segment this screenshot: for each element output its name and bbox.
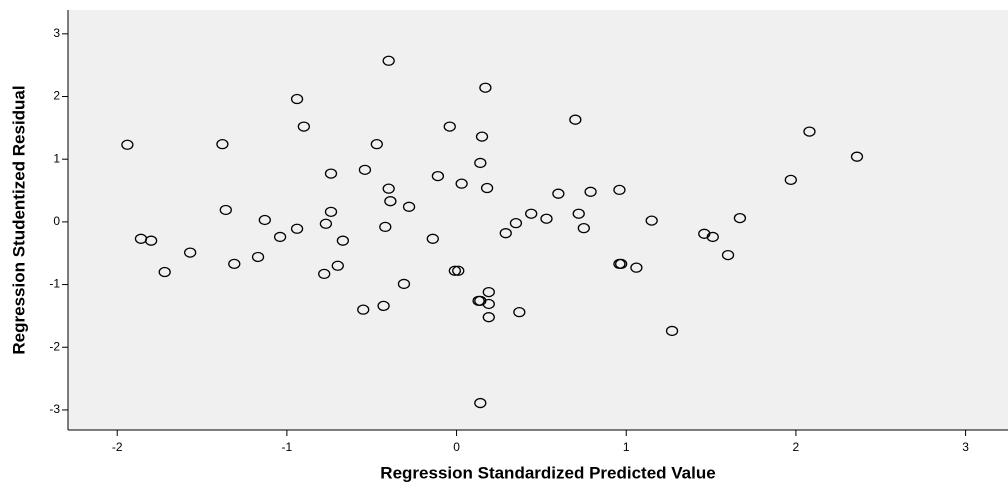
y-tick-label: -1 [49,277,60,291]
x-tick-label: -1 [282,440,293,454]
x-tick-label: 3 [962,440,969,454]
y-tick-label: 0 [53,214,60,228]
y-tick-label: 2 [53,89,60,103]
y-tick-label: -3 [49,402,60,416]
x-tick-label: 2 [793,440,800,454]
x-axis-label: Regression Standardized Predicted Value [380,463,715,482]
y-tick-label: 3 [53,26,60,40]
y-axis-label: Regression Studentized Residual [9,85,28,354]
y-tick-label: -2 [49,339,60,353]
x-tick-label: 0 [453,440,460,454]
chart: Regression Standardized Predicted Value … [0,0,1008,489]
y-tick-label: 1 [53,151,60,165]
x-tick-label: 1 [623,440,630,454]
x-tick-label: -2 [112,440,123,454]
plot-area [68,10,1008,430]
